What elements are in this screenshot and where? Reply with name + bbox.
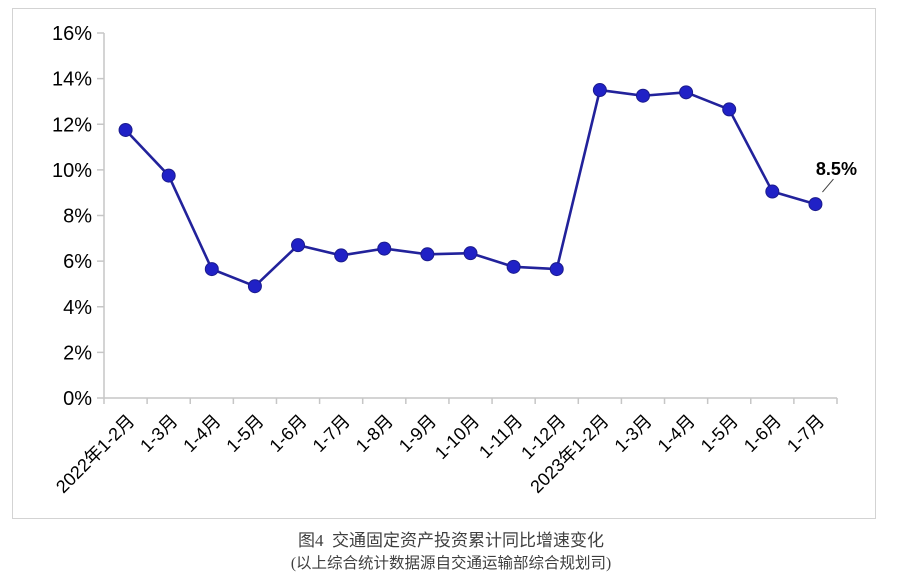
y-tick-label: 12%: [52, 114, 92, 136]
data-point: [679, 85, 694, 100]
data-point: [377, 241, 392, 256]
data-point: [549, 262, 564, 277]
data-point: [291, 238, 306, 253]
annotation-leader-line: [822, 178, 834, 193]
data-point: [506, 259, 521, 274]
x-tick-label: 1-11月: [475, 411, 526, 462]
y-tick-label: 6%: [63, 251, 92, 273]
data-point: [161, 168, 176, 183]
data-point: [204, 262, 219, 277]
x-tick-label: 1-3月: [136, 411, 181, 456]
y-tick-label: 4%: [63, 297, 92, 319]
data-point: [592, 83, 607, 98]
annotation-label: 8.5%: [816, 159, 857, 179]
x-tick-label: 1-10月: [431, 411, 483, 463]
data-point: [463, 246, 478, 261]
x-tick-label: 1-5月: [697, 411, 742, 456]
x-tick-label: 1-3月: [611, 411, 656, 456]
y-tick-label: 0%: [63, 388, 92, 410]
x-tick-label: 1-4月: [179, 411, 224, 456]
data-point: [722, 102, 737, 117]
growth-line-chart: 0%2%4%6%8%10%12%14%16%2022年1-2月1-3月1-4月1…: [52, 23, 857, 497]
chart-frame: 0% 2% 4% 6% 8% 10% 12% 14% 16% 2022年1-2月 1-3月 1-4月 1…: [12, 8, 876, 519]
x-tick-label: 1-6月: [740, 411, 785, 456]
caption-source: (以上综合统计数据源自交通运输部综合规划司): [290, 555, 612, 572]
y-tick-label: 14%: [52, 69, 92, 91]
x-tick-label: 1-4月: [654, 411, 699, 456]
x-tick-label: 1-6月: [266, 411, 311, 456]
data-point: [118, 122, 133, 137]
y-tick-label: 2%: [63, 342, 92, 364]
data-point: [808, 197, 823, 212]
y-tick-label: 8%: [63, 206, 92, 228]
figure-caption: 图4 交通固定资产投资累计同比增速变化 (以上综合统计数据源自交通运输部综合规划…: [0, 529, 902, 575]
x-tick-label: 1-7月: [783, 411, 828, 456]
data-point: [247, 279, 262, 294]
x-tick-label: 1-5月: [222, 411, 267, 456]
data-point: [635, 88, 650, 103]
x-tick-label: 2022年1-2月: [52, 411, 138, 497]
x-tick-label: 1-7月: [309, 411, 354, 456]
data-point: [334, 248, 349, 263]
x-tick-label: 1-8月: [352, 411, 397, 456]
y-tick-label: 16%: [52, 23, 92, 45]
data-point: [420, 247, 435, 262]
data-point: [765, 184, 780, 199]
caption-title: 图4 交通固定资产投资累计同比增速变化: [298, 531, 604, 550]
y-tick-label: 10%: [52, 160, 92, 182]
